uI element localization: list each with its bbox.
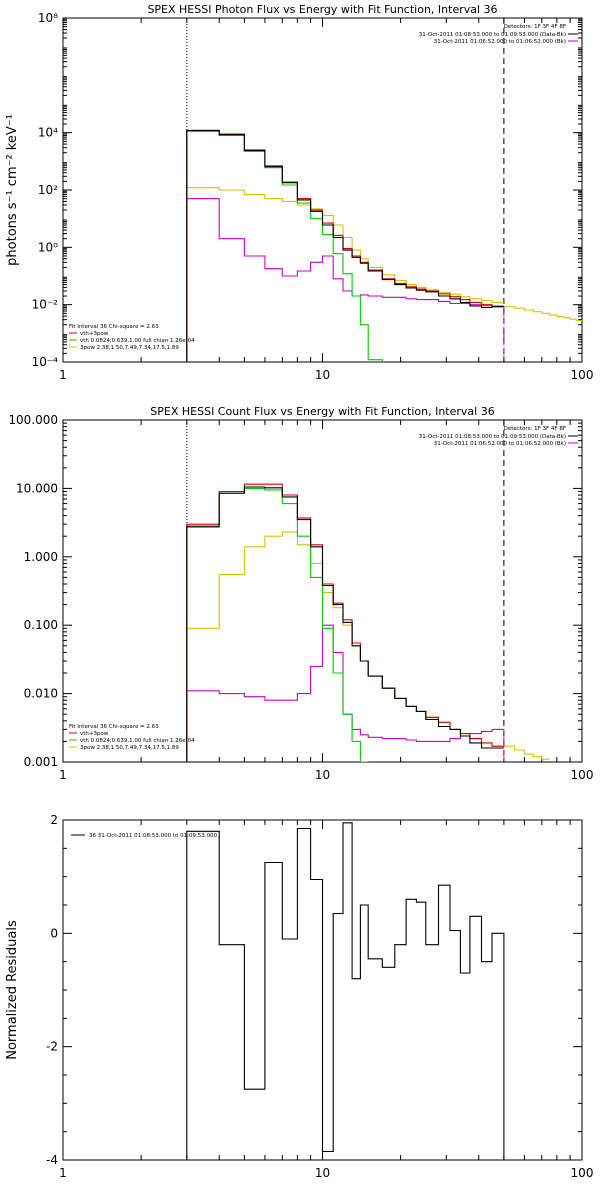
series-residuals	[186, 822, 505, 1160]
legend-entry-label: 31-Oct-2011 01:08:53.000 to 01:09:53.000…	[419, 434, 566, 440]
legend-fit-label: vth+3pow	[80, 331, 109, 337]
panel-3: 1 10 100 -4 -2 0 2 Normalized Residuals 36 31-Oc…	[5, 813, 593, 1180]
x-tick-label: 10	[315, 368, 330, 382]
y-tick-label: 1.000	[24, 550, 58, 564]
y-tick-label: 10⁴	[38, 126, 58, 140]
x-tick-label: 1	[59, 368, 67, 382]
panel-2: SPEX HESSI Count Flux vs Energy with Fit…	[8, 405, 593, 782]
series-3pow	[186, 187, 504, 362]
y-tick-label: 0	[50, 926, 58, 940]
y-axis-label: photons s⁻¹ cm⁻² keV⁻¹	[5, 114, 20, 266]
legend-fit-label: vth+3pow	[80, 731, 109, 737]
y-tick-label: 0.100	[24, 618, 58, 632]
series-data	[186, 486, 504, 762]
legend-entry-label: 31-Oct-2011 01:06:52.000 to 01:06:52.000…	[434, 441, 566, 447]
y-tick-label: -4	[46, 1153, 58, 1167]
series-data	[186, 129, 504, 362]
y-tick-label: 10⁸	[38, 11, 58, 25]
series-3pow-tail	[503, 306, 582, 322]
x-tick-label: 100	[571, 368, 594, 382]
y-tick-label: -2	[46, 1040, 58, 1054]
y-tick-label: 10²	[38, 183, 58, 197]
legend-label: 36 31-Oct-2011 01:08:53.000 to 01:09:53.…	[89, 833, 218, 839]
y-tick-label: 10⁻⁴	[32, 355, 59, 369]
x-tick-label: 1	[59, 1166, 67, 1180]
panel-1: SPEX HESSI Photon Flux vs Energy with Fi…	[5, 3, 593, 382]
chart-title: SPEX HESSI Count Flux vs Energy with Fit…	[150, 405, 494, 418]
legend-fit-header: Fit Interval 36 Chi-square = 2.63	[69, 324, 159, 330]
legend-header: Detectors: 1F 3F 4F 8F	[504, 426, 566, 432]
y-tick-label: 10⁰	[38, 240, 58, 254]
series-3pow	[186, 531, 504, 762]
legend-entry-label: 31-Oct-2011 01:08:53.000 to 01:09:53.000…	[419, 32, 566, 38]
y-tick-label: 0.001	[24, 755, 58, 769]
series-background	[186, 198, 504, 362]
legend-top: Detectors: 1F 3F 4F 8F 31-Oct-2011 01:08:…	[419, 24, 578, 45]
chart-title: SPEX HESSI Photon Flux vs Energy with Fi…	[147, 3, 497, 16]
legend-fit-label: vth 0.0824,0.639,1.00 full chian 1.26e-0…	[80, 338, 195, 344]
legend-top: Detectors: 1F 3F 4F 8F 31-Oct-2011 01:08:…	[419, 426, 578, 447]
legend-entry-label: 31-Oct-2011 01:06:52.000 to 01:06:52.000…	[434, 39, 566, 45]
series-vth	[186, 130, 383, 362]
y-tick-label: 2	[50, 813, 58, 827]
y-tick-label: 10.000	[16, 481, 58, 495]
x-tick-label: 10	[315, 1166, 330, 1180]
series-vth	[186, 487, 369, 762]
legend-header: Detectors: 1F 3F 4F 8F	[504, 24, 566, 30]
legend-fit-label: 3pow 2.38,1.50,7.49,7.34,17.5,1.89	[80, 345, 179, 351]
x-tick-label: 100	[571, 1166, 594, 1180]
legend-bottom: Fit Interval 36 Chi-square = 2.63vth+3po…	[69, 724, 195, 751]
series-background	[186, 624, 504, 762]
y-tick-label: 0.010	[24, 687, 58, 701]
y-axis-label: Normalized Residuals	[5, 920, 20, 1060]
x-tick-label: 1	[59, 768, 67, 782]
x-tick-label: 10	[315, 768, 330, 782]
legend-residuals: 36 31-Oct-2011 01:08:53.000 to 01:09:53.…	[71, 833, 218, 839]
series-vth-plus-3pow	[186, 483, 504, 762]
y-tick-label: 10⁻²	[32, 298, 59, 312]
legend-fit-header: Fit Interval 36 Chi-square = 2.63	[69, 724, 159, 730]
legend-fit-label: vth 0.0824,0.639,1.00 full chian 1.26e-0…	[80, 738, 195, 744]
legend-bottom: Fit Interval 36 Chi-square = 2.63vth+3po…	[69, 324, 195, 351]
y-tick-label: 100.000	[8, 413, 58, 427]
legend-fit-label: 3pow 2.38,1.50,7.49,7.34,17.5,1.89	[80, 745, 179, 751]
series-vth-plus-3pow	[186, 129, 504, 362]
series-3pow-tail	[503, 745, 550, 760]
x-tick-label: 100	[571, 768, 594, 782]
